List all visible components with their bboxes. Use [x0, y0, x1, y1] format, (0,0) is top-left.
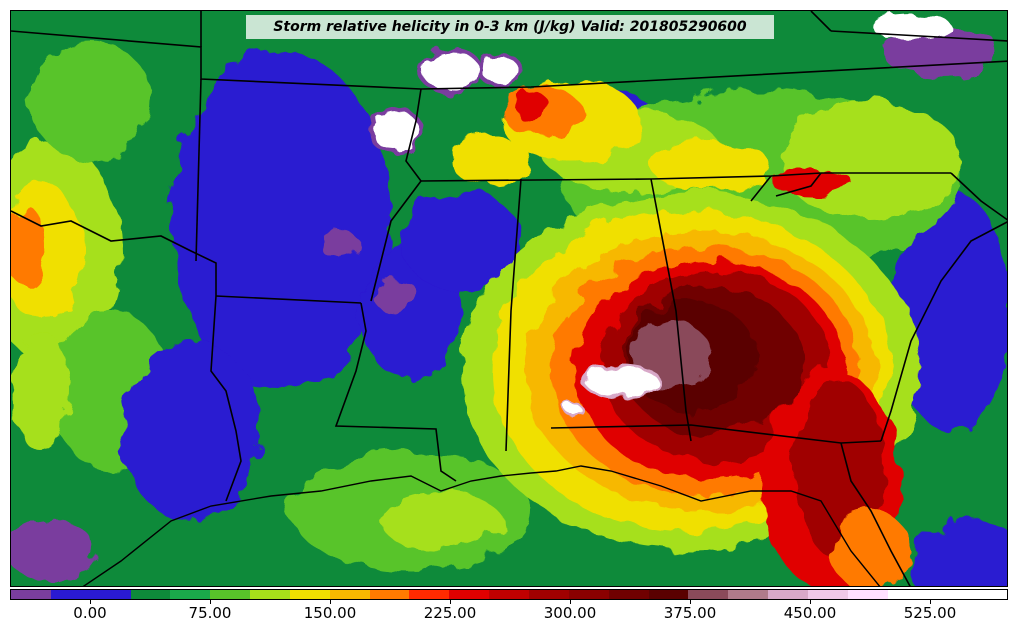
colorbar-segment [688, 590, 729, 599]
colorbar-tick [330, 600, 331, 604]
colorbar-segment [967, 590, 1008, 599]
colorbar-segment [50, 590, 91, 599]
colorbar-segment [608, 590, 649, 599]
colorbar-segment [90, 590, 131, 599]
colorbar-segment [847, 590, 888, 599]
colorbar-segment [409, 590, 450, 599]
map-title: Storm relative helicity in 0-3 km (J/kg)… [273, 19, 747, 35]
colorbar-segment [568, 590, 609, 599]
colorbar-label: 300.00 [543, 604, 597, 622]
colorbar-segment [210, 590, 251, 599]
colorbar-segment [807, 590, 848, 599]
colorbar-tick [810, 600, 811, 604]
field-contours [11, 26, 1007, 586]
colorbar-labels: 0.00 75.00 150.00 225.00 300.00 375.00 450.00 5… [10, 600, 1008, 630]
colorbar-segment [927, 590, 968, 599]
colorbar-segment [887, 590, 928, 599]
colorbar-segment [648, 590, 689, 599]
helicity-map [10, 10, 1008, 587]
colorbar-segment [329, 590, 370, 599]
colorbar-tick [690, 600, 691, 604]
colorbar-label: 450.00 [783, 604, 837, 622]
colorbar-label: 0.00 [73, 604, 107, 622]
colorbar-label: 150.00 [303, 604, 357, 622]
colorbar-label: 75.00 [188, 604, 232, 622]
colorbar-label: 375.00 [663, 604, 717, 622]
map-title-box: Storm relative helicity in 0-3 km (J/kg)… [246, 15, 774, 39]
colorbar-segment [170, 590, 211, 599]
colorbar-tick [570, 600, 571, 604]
colorbar-tick [930, 600, 931, 604]
colorbar-tick [450, 600, 451, 604]
colorbar-segment [449, 590, 490, 599]
colorbar-segment [528, 590, 569, 599]
coastline [82, 465, 881, 586]
colorbar-segment [728, 590, 769, 599]
high-helicity-patches [369, 14, 951, 417]
colorbar-segment [289, 590, 330, 599]
colorbar-label: 525.00 [903, 604, 957, 622]
colorbar-segment [768, 590, 808, 599]
colorbar-segment [489, 590, 529, 599]
colorbar-tick [210, 600, 211, 604]
colorbar-segment [250, 590, 290, 599]
colorbar-tick [90, 600, 91, 604]
colorbar-segment [369, 590, 410, 599]
colorbar-label: 225.00 [423, 604, 477, 622]
colorbar-segment [130, 590, 171, 599]
state-boundaries [11, 11, 1007, 586]
colorbar-segment [11, 590, 51, 599]
helicity-field [11, 11, 1007, 586]
colorbar [10, 589, 1008, 600]
